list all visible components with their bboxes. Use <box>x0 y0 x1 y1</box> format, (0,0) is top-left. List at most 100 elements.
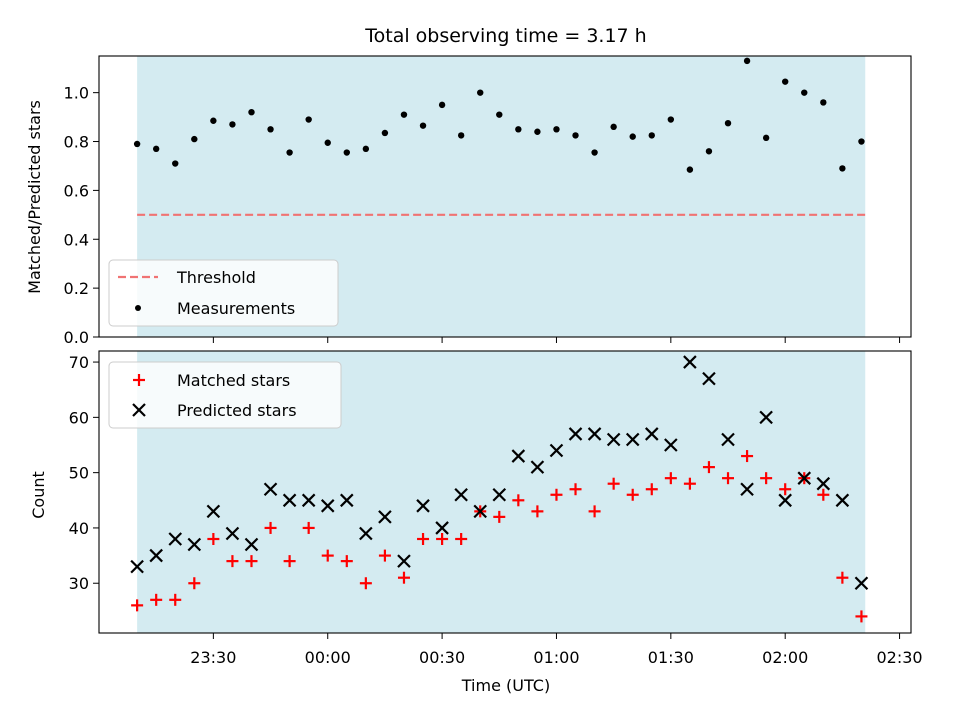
measurement-point <box>705 148 713 155</box>
predicted-star-point <box>187 537 202 552</box>
measurement-point <box>343 149 350 156</box>
matched-star-point <box>760 472 773 485</box>
predicted-star-point <box>359 526 373 541</box>
y-tick-label: 0.2 <box>64 279 89 298</box>
y-tick-label: 50 <box>69 464 89 483</box>
matched-star-point <box>455 533 468 545</box>
predicted-star-point <box>568 427 583 441</box>
matched-star-point <box>836 571 849 584</box>
predicted-star-point <box>664 438 678 452</box>
measurement-point <box>667 116 675 123</box>
matched-star-point <box>417 533 430 545</box>
measurement-point <box>133 140 141 148</box>
predicted-star-point <box>168 532 183 546</box>
measurement-point <box>324 139 331 146</box>
x-tick-label: 01:30 <box>648 648 694 667</box>
y-tick-label: 30 <box>69 574 89 593</box>
predicted-star-point <box>473 504 487 519</box>
matched-star-point <box>493 510 506 523</box>
matched-star-point <box>226 555 239 568</box>
predicted-star-point <box>549 443 564 458</box>
measurement-point <box>286 149 293 156</box>
ratio-legend: Threshold Measurements <box>108 259 339 327</box>
x-tick-label: 00:00 <box>305 648 351 667</box>
matched-star-point <box>283 555 296 568</box>
matched-star-point <box>645 483 658 496</box>
x-tick-label: 00:30 <box>419 648 465 667</box>
predicted-star-point <box>244 537 259 552</box>
predicted-star-point <box>282 493 297 508</box>
measurement-point <box>362 145 370 153</box>
matched-star-point <box>436 533 449 545</box>
measurement-point <box>191 135 198 143</box>
measurement-point <box>152 145 160 153</box>
measurement-point <box>496 111 503 118</box>
chart-title: Total observing time = 3.17 h <box>364 25 646 47</box>
y-axis-label-ratio: Matched/Predicted stars <box>25 100 44 294</box>
matched-star-point <box>569 483 582 496</box>
matched-star-point <box>588 505 601 518</box>
y-tick-label: 0.6 <box>64 181 89 200</box>
y-tick-label: 0.8 <box>64 133 89 152</box>
matched-star-point <box>321 549 334 562</box>
predicted-star-point <box>797 471 812 485</box>
matched-star-point <box>169 593 182 606</box>
legend-box <box>108 259 339 327</box>
matched-star-point <box>245 555 258 568</box>
predicted-star-point <box>606 432 621 447</box>
measurement-point <box>610 123 617 131</box>
predicted-star-point <box>702 371 716 386</box>
measurement-point <box>381 129 389 137</box>
legend-threshold-label: Threshold <box>176 268 256 287</box>
predicted-star-point <box>816 476 831 491</box>
predicted-star-point <box>416 499 430 513</box>
count-legend: Matched stars Predicted stars <box>108 361 342 429</box>
measurement-point <box>858 138 865 145</box>
measurement-point <box>477 89 484 96</box>
y-tick-label: 1.0 <box>64 84 89 103</box>
matched-star-point <box>607 477 620 490</box>
measurement-point <box>305 116 312 123</box>
predicted-star-point <box>378 510 392 524</box>
predicted-star-point <box>625 432 640 447</box>
time-axis: 23:30 00:00 00:30 01:00 01:30 02:00 02:30 <box>190 648 922 667</box>
predicted-star-point <box>397 554 411 568</box>
y-axis-label-count: Count <box>29 471 48 519</box>
matched-star-point <box>817 488 830 501</box>
predicted-star-point <box>149 548 163 563</box>
measurement-point <box>820 99 827 106</box>
matched-star-point <box>302 521 315 534</box>
matched-star-point <box>683 477 696 490</box>
matched-star-point <box>741 450 754 463</box>
predicted-star-point <box>721 432 735 447</box>
predicted-star-point <box>854 576 869 591</box>
predicted-star-point <box>683 355 697 369</box>
matched-star-point <box>207 533 220 545</box>
predicted-star-point <box>206 504 221 519</box>
predicted-star-point <box>530 460 545 474</box>
x-tick-label: 23:30 <box>190 648 236 667</box>
predicted-star-point <box>492 487 507 502</box>
measurement-point <box>648 132 655 139</box>
measurement-point <box>457 132 465 139</box>
matched-star-point <box>512 494 525 507</box>
legend-measurements-swatch <box>135 305 141 311</box>
matched-star-point <box>855 610 868 623</box>
matched-star-point <box>626 488 639 501</box>
measurement-point <box>210 117 217 124</box>
y-tick-label: 70 <box>69 353 89 372</box>
predicted-star-point <box>435 521 449 535</box>
matched-star-point <box>550 488 563 501</box>
predicted-star-point <box>759 410 773 425</box>
matched-star-point <box>397 571 410 584</box>
predicted-star-point <box>511 449 526 463</box>
predicted-star-point <box>301 493 316 508</box>
matched-star-point <box>131 599 144 612</box>
legend-matched-label: Matched stars <box>177 371 290 390</box>
count-panel: 30 40 50 60 70 Matched stars Predicted stars <box>69 350 912 639</box>
predicted-star-point <box>340 493 354 508</box>
predicted-star-point <box>454 487 468 502</box>
x-tick-label: 01:00 <box>533 648 579 667</box>
matched-star-point <box>722 472 735 485</box>
